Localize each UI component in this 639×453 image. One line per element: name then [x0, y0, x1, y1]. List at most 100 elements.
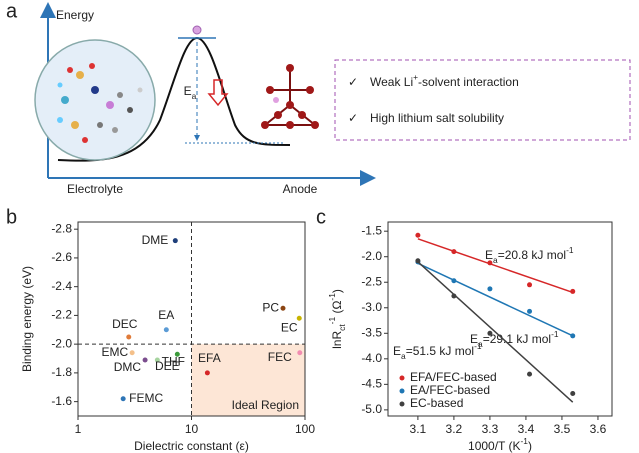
anode-lattice — [261, 64, 319, 129]
x-axis-label: Dielectric constant (ε) — [134, 439, 249, 453]
point — [154, 357, 160, 363]
x-tick-label: 3.3 — [482, 422, 499, 436]
text-part: -1 — [474, 341, 482, 351]
text-part: (Ω — [330, 301, 344, 317]
y-tick-label: -4.5 — [361, 377, 382, 391]
annotation: Ea=20.8 kJ mol-1 — [485, 245, 574, 265]
point — [527, 371, 533, 377]
x-tick-label: 3.5 — [554, 422, 571, 436]
point — [527, 282, 533, 288]
point — [415, 258, 421, 264]
x-tick-label: 3.1 — [410, 422, 427, 436]
legend-marker — [399, 375, 405, 381]
y-axis-label: Energy — [56, 8, 94, 22]
panel-a: a Energy Electrolyte Anode Ea ✓ ✓ Weak L… — [6, 0, 631, 196]
x-tick-label: 10 — [185, 422, 199, 436]
barrier-label: Ea — [184, 84, 197, 101]
fit-line — [417, 261, 574, 403]
point — [174, 351, 180, 357]
text-part: -1 — [551, 329, 559, 339]
text-part: a — [401, 351, 406, 361]
point-label: EC — [281, 320, 298, 334]
y-tick-label: -3.5 — [361, 325, 382, 339]
y-tick-label: -2.6 — [51, 250, 72, 264]
legend-marker — [399, 401, 405, 407]
text-part: 1000/T (K — [468, 439, 520, 453]
y-tick-label: -4.0 — [361, 351, 382, 365]
legend-label: EC-based — [410, 396, 463, 410]
electrolyte-circle — [34, 39, 156, 161]
point — [280, 305, 286, 311]
y-tick-label: -2.2 — [51, 308, 72, 322]
ideal-region — [191, 344, 305, 416]
text-part: =20.8 kJ mol — [498, 248, 566, 262]
y-axis-label: Binding energy (eV) — [20, 266, 34, 372]
legend-label: EFA/FEC-based — [410, 370, 497, 384]
point — [451, 249, 457, 255]
y-tick-label: -1.8 — [51, 365, 72, 379]
x-tick-label: 3.4 — [518, 422, 535, 436]
text-part: E — [184, 84, 192, 98]
point-label: PC — [262, 300, 279, 314]
point — [415, 232, 421, 238]
text-part: =29.1 kJ mol — [483, 332, 551, 346]
text-part: ct — [337, 324, 347, 331]
point — [487, 286, 493, 292]
text-part: ) — [528, 439, 532, 453]
text-part: -1 — [327, 317, 337, 325]
li-ion — [192, 25, 202, 35]
point — [487, 260, 493, 266]
text-part: =51.5 kJ mol — [406, 344, 474, 358]
point-label: EMC — [101, 345, 128, 359]
point — [129, 350, 135, 356]
x-tick-label: 100 — [295, 422, 315, 436]
y-tick-label: -2.8 — [51, 221, 72, 235]
point-label: DEC — [112, 317, 138, 331]
down-arrow — [207, 79, 229, 107]
plot-frame — [387, 221, 613, 417]
text-part: -1 — [566, 245, 574, 255]
panel-label: a — [6, 0, 18, 22]
point — [487, 330, 493, 336]
point-label: EFA — [198, 351, 221, 365]
annotation: Ea=51.5 kJ mol-1 — [393, 341, 482, 361]
point — [142, 357, 148, 363]
annotation: Ea=29.1 kJ mol-1 — [470, 329, 559, 349]
point-label: EA — [158, 308, 174, 322]
molecules — [57, 63, 143, 143]
fit-line — [417, 262, 574, 337]
y-tick-label: -1.5 — [361, 223, 382, 237]
text-part: -1 — [521, 436, 529, 446]
panel: c 3.1 3.2 3.3 3.4 3.5 3.6 -1.5 -2.0 -2.5 -3.0 -3.5 -… — [316, 206, 613, 453]
point — [296, 315, 302, 321]
point — [163, 327, 169, 333]
x-label: Anode — [283, 182, 318, 196]
point — [570, 391, 576, 397]
y-tick-label: -2.4 — [51, 279, 72, 293]
y-tick-label: -5.0 — [361, 402, 382, 416]
y-tick-label: -3.0 — [361, 300, 382, 314]
text-part: -solvent interaction — [418, 75, 519, 89]
point — [120, 396, 126, 402]
point — [451, 278, 457, 284]
y-tick-label: -2.0 — [361, 249, 382, 263]
point — [451, 293, 457, 299]
point-label: DMC — [114, 360, 142, 374]
legend-label: EA/FEC-based — [410, 383, 490, 397]
legend-marker — [399, 388, 405, 394]
text-part: -1 — [327, 293, 337, 301]
point — [126, 334, 132, 340]
feature-text: High lithium salt solubility — [370, 111, 504, 125]
point — [570, 288, 576, 294]
point — [297, 350, 303, 356]
text-part: lnR — [330, 331, 344, 349]
point — [527, 308, 533, 314]
text-part: E — [485, 248, 493, 262]
x-axis-label: 1000/T (K-1) — [468, 436, 532, 453]
panel-label: b — [6, 206, 17, 228]
text-part: a — [192, 91, 197, 101]
point-label: THF — [162, 354, 185, 368]
y-tick-label: -2.5 — [361, 274, 382, 288]
x-label: Electrolyte — [67, 182, 123, 196]
